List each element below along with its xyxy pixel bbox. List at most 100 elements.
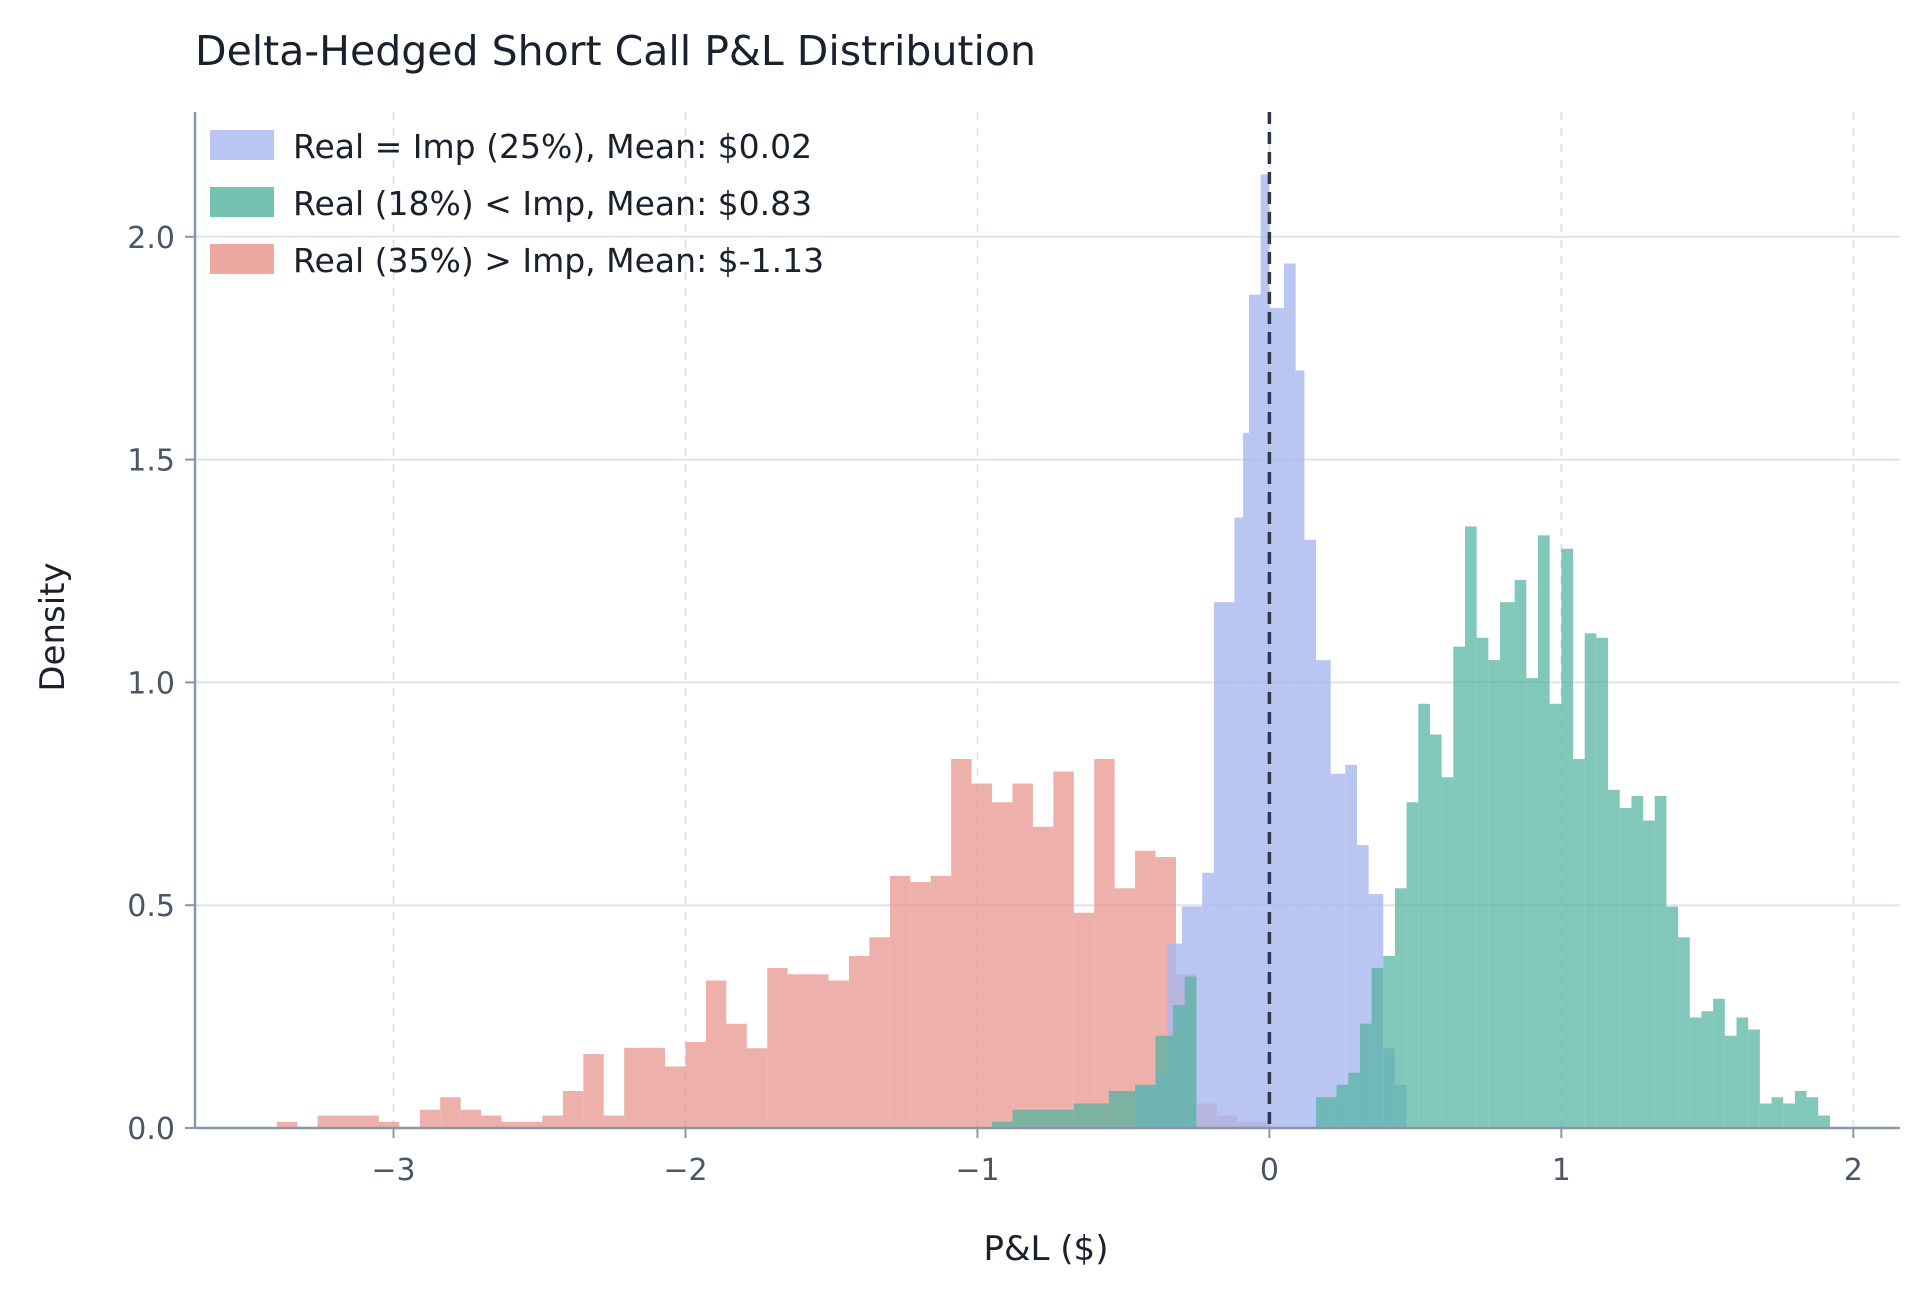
axes — [193, 112, 1900, 1130]
histogram-bar — [1573, 759, 1585, 1128]
histogram-bar — [1608, 789, 1620, 1128]
histogram-bar — [1359, 1023, 1372, 1128]
histogram-bar — [971, 783, 993, 1128]
histogram-bar — [276, 1121, 298, 1128]
histogram-bar — [1643, 820, 1655, 1128]
histogram-bar — [1713, 998, 1725, 1128]
y-tick-label: 1.5 — [127, 444, 175, 479]
histogram-bar — [1794, 1091, 1807, 1128]
histogram-bar — [1202, 872, 1214, 1128]
histogram-bar — [1654, 796, 1667, 1128]
histogram-bar — [1283, 263, 1296, 1128]
histogram-bar — [910, 882, 931, 1128]
histogram-bar — [481, 1115, 502, 1128]
histogram-bar — [1783, 1103, 1795, 1128]
histogram-bar — [1818, 1115, 1830, 1128]
histogram-bar — [1500, 602, 1515, 1128]
histogram-bar — [767, 968, 788, 1128]
histogram-bar — [1348, 1072, 1360, 1128]
histogram-bar — [501, 1121, 543, 1128]
histogram-bar — [665, 1066, 686, 1128]
histogram-bar — [419, 1109, 441, 1128]
histogram-bar — [1736, 1017, 1749, 1128]
x-tick-label: −1 — [955, 1153, 999, 1188]
histogram-bar — [1464, 526, 1477, 1128]
y-axis-label: Density — [33, 562, 73, 691]
histogram-bar — [828, 980, 849, 1128]
histogram-bar — [1488, 660, 1501, 1128]
histogram-bar — [1234, 517, 1244, 1128]
histogram-bar — [562, 1091, 584, 1128]
tick-labels: −3 −2 −1 0 1 2 0.0 0.5 1.0 1.5 2.0 — [127, 221, 1863, 1188]
histogram-bar — [1476, 637, 1489, 1128]
histogram-bar — [1383, 955, 1395, 1128]
x-tick-label: −3 — [371, 1153, 415, 1188]
legend-swatch — [210, 244, 274, 274]
histogram-bar — [1371, 968, 1384, 1128]
histogram-bar — [1269, 308, 1284, 1128]
histogram-bar — [1561, 548, 1574, 1128]
series-group — [276, 759, 1270, 1128]
histogram-bar — [1678, 937, 1690, 1128]
legend: Real = Imp (25%), Mean: $0.02 Real (18%) … — [210, 127, 824, 280]
histogram-bar — [1666, 906, 1679, 1128]
histogram-bar — [1260, 174, 1270, 1128]
histogram-bar — [1453, 646, 1465, 1128]
histogram-bar — [1394, 888, 1407, 1128]
histogram-bar — [1155, 1035, 1174, 1128]
histogram-bar — [1114, 888, 1136, 1128]
histogram-bar — [992, 802, 1013, 1128]
histogram-bars — [276, 174, 1830, 1128]
y-tick-label: 1.0 — [127, 666, 175, 701]
histogram-bar — [1406, 802, 1419, 1128]
histogram-bar — [1759, 1103, 1772, 1128]
histogram-bar — [1316, 1097, 1337, 1128]
histogram-bar — [1689, 1017, 1702, 1128]
histogram-bar — [1526, 677, 1538, 1128]
histogram-bar — [930, 875, 952, 1128]
histogram-bar — [1073, 912, 1095, 1128]
histogram-bar — [1032, 826, 1054, 1128]
histogram-bar — [1584, 633, 1597, 1128]
x-tick-label: 0 — [1260, 1153, 1279, 1188]
legend-swatch — [210, 130, 274, 160]
histogram-bar — [1549, 703, 1562, 1128]
y-tick-label: 2.0 — [127, 221, 175, 256]
histogram-bar — [378, 1121, 400, 1128]
histogram-bar — [1701, 1011, 1714, 1128]
histogram-bar — [1441, 777, 1454, 1128]
histogram-bar — [1748, 1029, 1760, 1128]
y-tick-label: 0.0 — [127, 1112, 175, 1147]
histogram-bar — [1418, 703, 1430, 1128]
histogram-bar — [1135, 850, 1156, 1128]
histogram-bar — [1295, 370, 1305, 1128]
legend-label: Real (18%) < Imp, Mean: $0.83 — [293, 184, 812, 223]
histogram-bar — [889, 875, 911, 1128]
histogram-bar — [1213, 602, 1235, 1128]
histogram-bar — [603, 1115, 625, 1128]
histogram-bar — [746, 1048, 768, 1128]
histogram-bar — [1012, 783, 1033, 1128]
histogram-bar — [317, 1115, 379, 1128]
x-tick-label: 1 — [1552, 1153, 1571, 1188]
histogram-bar — [624, 1047, 666, 1128]
histogram-bar — [848, 955, 870, 1128]
legend-label: Real (35%) > Imp, Mean: $-1.13 — [293, 241, 824, 280]
histogram-bar — [440, 1097, 461, 1128]
histogram-bar — [1356, 845, 1369, 1128]
histogram-bar — [1806, 1097, 1819, 1128]
histogram-bar — [1012, 1109, 1074, 1128]
histogram-bar — [951, 759, 972, 1128]
histogram-bar — [1108, 1091, 1136, 1128]
series-group — [1135, 174, 1407, 1128]
legend-label: Real = Imp (25%), Mean: $0.02 — [293, 127, 812, 166]
histogram-bar — [685, 1041, 706, 1128]
histogram-bar — [1316, 660, 1331, 1128]
histogram-bar — [1429, 734, 1442, 1128]
histogram-bar — [992, 1121, 1013, 1128]
histogram-bar — [1619, 808, 1632, 1128]
y-tick-label: 0.5 — [127, 889, 175, 924]
histogram-bar — [1631, 796, 1644, 1128]
